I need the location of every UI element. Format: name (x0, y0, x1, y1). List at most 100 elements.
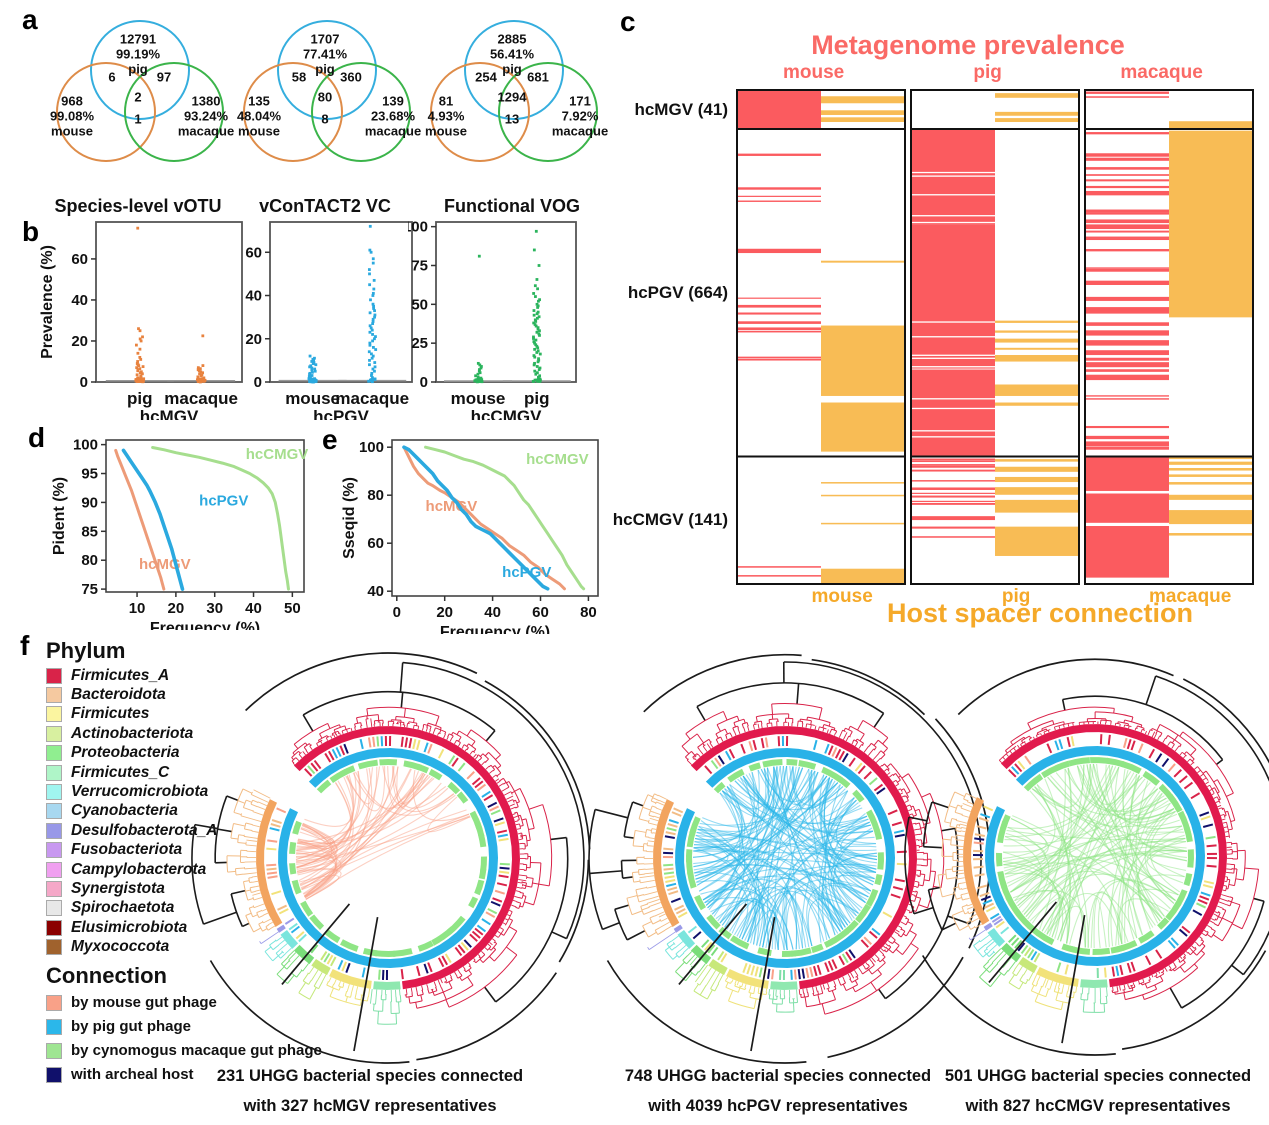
legend-label: Proteobacteria (71, 744, 180, 762)
legend-item-bacteroidota: Bacteroidota (46, 685, 316, 704)
heatmap-bottom-header-macaque: macaque (1148, 586, 1232, 607)
venn-center-count: 2 (134, 89, 142, 105)
svg-text:macaque: macaque (335, 389, 409, 408)
venn-macaque-count: 139 (382, 93, 404, 109)
legend-label: Bacteroidota (71, 686, 166, 704)
legend-label: Synergistota (71, 879, 165, 897)
svg-text:Frequency (%): Frequency (%) (150, 620, 260, 630)
venn-title: Functional VOG (443, 196, 581, 216)
heatmap-col-header-mouse: mouse (782, 62, 845, 83)
phylum-legend: Phylum Firmicutes_A Bacteroidota Firmicute… (46, 638, 322, 1087)
venn-title: vConTACT2 VC (259, 196, 391, 216)
legend-label: Firmicutes_A (71, 666, 170, 684)
venn-pig-count: 1707 (310, 31, 340, 47)
legend-item-synergistota: Synergistota (46, 879, 316, 898)
svg-text:100: 100 (73, 437, 98, 454)
legend-swatch (46, 861, 62, 878)
venn-macaque-label: macaque (551, 123, 609, 139)
venn-macaque-label: macaque (177, 123, 235, 139)
panel-label-e: e (322, 424, 338, 455)
venn-vcontact2-vc: 1707 77.41% pig 135 48.04% mouse 139 23.68% maca… (225, 12, 425, 217)
legend-item-firmicutes_c: Firmicutes_C (46, 763, 316, 782)
legend-label: by cynomogus macaque gut phage (71, 1042, 322, 1060)
venn-macaque-pct: 93.24% (183, 108, 229, 124)
phylo-tree-0 (191, 652, 591, 1064)
venn-macaque-count: 1380 (191, 93, 221, 109)
legend-label: Desulfobacterota_A (71, 821, 218, 839)
venn-macaque-pct: 7.92% (561, 108, 599, 124)
legend-connection-item: by mouse gut phage (46, 991, 316, 1015)
svg-text:Sseqid (%): Sseqid (%) (341, 477, 358, 559)
svg-text:Prevalence (%): Prevalence (%) (39, 245, 56, 359)
legend-label: with archeal host (71, 1066, 194, 1084)
legend-item-elusimicrobiota: Elusimicrobiota (46, 918, 316, 937)
legend-swatch (46, 939, 62, 956)
phylo-tree-2 (904, 658, 1269, 1056)
svg-text:20: 20 (71, 333, 88, 350)
phylum-legend-title: Phylum (46, 638, 126, 663)
connection-legend-title: Connection (46, 962, 167, 988)
venn-mouse-pct: 4.93% (427, 108, 465, 124)
legend-label: Spirochaetota (71, 899, 175, 917)
legend-label: Elusimicrobiota (71, 918, 188, 936)
svg-text:pig: pig (524, 389, 550, 408)
venn-center-count: 80 (317, 89, 333, 105)
venn-pig-macaque-count: 97 (156, 69, 172, 85)
legend-connection-item: with archeal host (46, 1063, 316, 1087)
venn-pig-pct: 77.41% (302, 46, 348, 62)
legend-swatch (46, 725, 62, 742)
legend-item-campylobacterota: Campylobacterota (46, 860, 316, 879)
svg-text:60: 60 (71, 251, 88, 268)
svg-text:hcPGV: hcPGV (199, 492, 248, 509)
svg-text:hcMGV: hcMGV (426, 498, 478, 515)
svg-text:Pident (%): Pident (%) (51, 477, 68, 555)
venn-mouse-pct: 48.04% (236, 108, 282, 124)
venn-mouse-label: mouse (425, 123, 467, 139)
venn-mouse-pct: 99.08% (49, 108, 95, 124)
svg-text:40: 40 (245, 600, 262, 617)
svg-text:hcMGV: hcMGV (140, 407, 199, 420)
legend-connection-item: by pig gut phage (46, 1015, 316, 1039)
venn-mouse-label: mouse (51, 123, 93, 139)
venn-mouse-count: 135 (248, 93, 270, 109)
svg-text:100: 100 (359, 439, 384, 456)
svg-text:75: 75 (411, 257, 428, 274)
legend-swatch (46, 745, 62, 762)
pident-line-chart: 10 20 30 40 50 75 80 85 90 95 100 Frequency (%) Pide… (51, 437, 308, 630)
legend-label: Actinobacteriota (71, 724, 194, 742)
legend-label: Myxococcota (71, 938, 170, 956)
venn-pig-mouse-count: 254 (475, 69, 497, 85)
svg-text:25: 25 (411, 335, 428, 352)
venn-pig-label: pig (128, 61, 148, 77)
legend-swatch (46, 764, 62, 781)
caption-line: with 827 hcCMGV representatives (965, 1096, 1231, 1115)
venn-pig-mouse-count: 6 (108, 69, 116, 85)
tree-caption-hcPGV: 748 UHGG bacterial species connected wit… (625, 1062, 931, 1121)
svg-text:hcCMGV: hcCMGV (471, 407, 543, 420)
venn-circle-macaque (124, 62, 224, 162)
legend-item-verrucomicrobiota: Verrucomicrobiota (46, 782, 316, 801)
svg-text:hcCMGV: hcCMGV (526, 451, 589, 468)
legend-item-firmicutes_a: Firmicutes_A (46, 666, 316, 685)
svg-text:20: 20 (245, 331, 262, 348)
panel-label-d: d (28, 422, 46, 453)
sseqid-line-chart: 0 20 40 60 80 40 60 80 100 Frequency (%) Sseqid (%… (341, 439, 599, 634)
venn-pig-count: 2885 (497, 31, 527, 47)
svg-text:80: 80 (367, 487, 384, 504)
svg-text:hcPGV: hcPGV (313, 407, 369, 420)
svg-text:40: 40 (484, 604, 501, 621)
svg-text:mouse: mouse (451, 389, 506, 408)
venn-title: Species-level vOTU (54, 196, 222, 216)
panel-label-a: a (22, 4, 38, 35)
svg-text:hcMGV: hcMGV (139, 556, 191, 573)
svg-text:macaque: macaque (164, 389, 238, 408)
caption-line: with 4039 hcPGV representatives (648, 1096, 908, 1115)
heatmap-col-header-pig: pig (973, 62, 1002, 83)
phylogenetic-trees (191, 652, 1269, 1064)
legend-item-proteobacteria: Proteobacteria (46, 744, 316, 763)
legend-swatch (46, 803, 62, 820)
venn-pig-pct: 56.41% (489, 46, 535, 62)
heatmap-row-label-2: hcCMGV (141) (612, 510, 728, 530)
